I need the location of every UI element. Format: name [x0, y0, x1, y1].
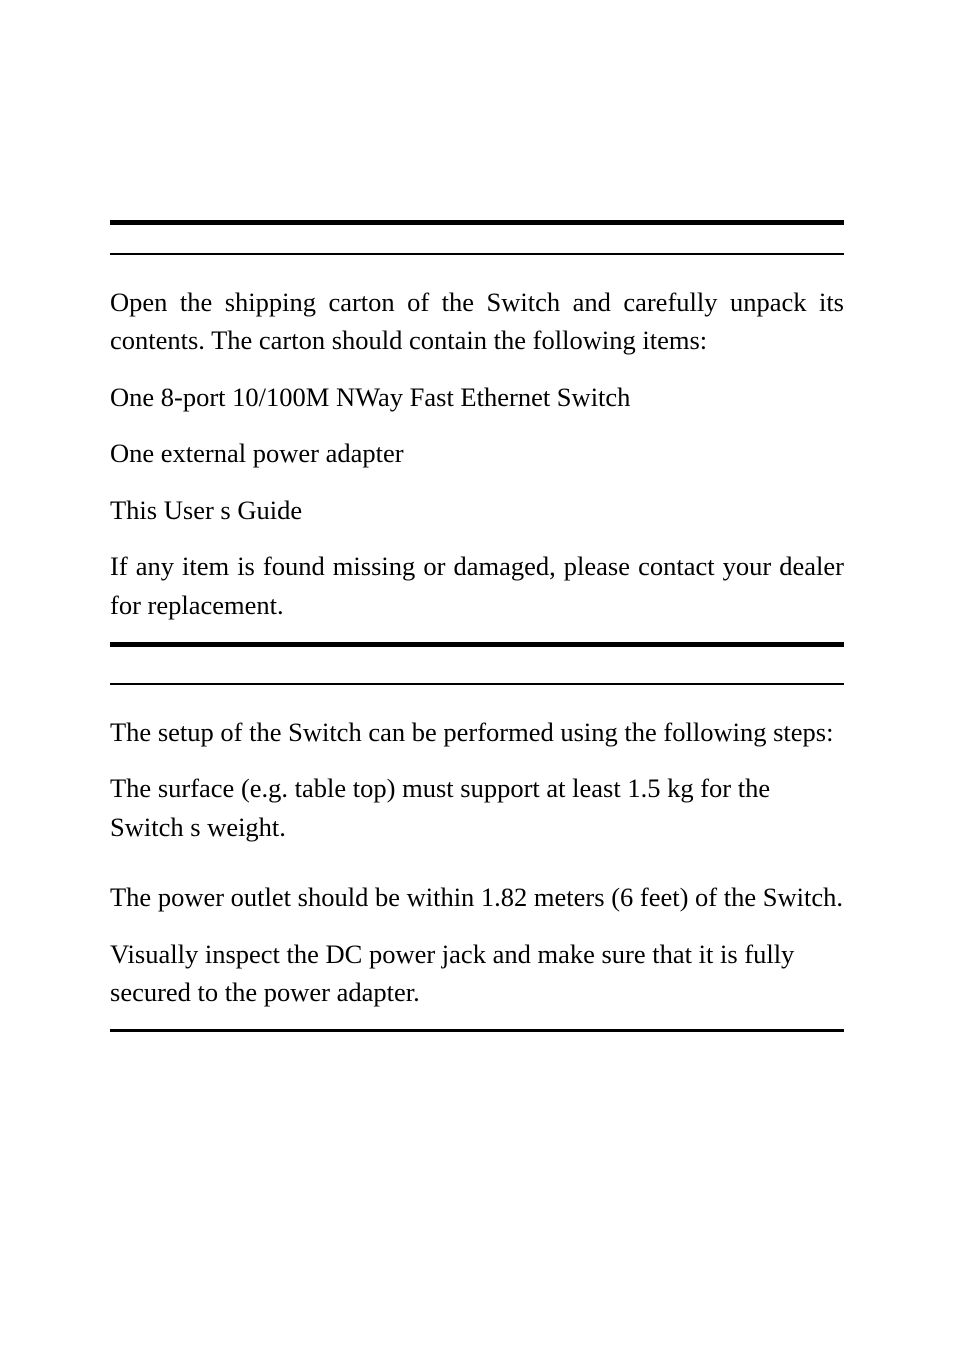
- setup-step-outlet: The power outlet should be within 1.82 m…: [110, 878, 844, 916]
- section-divider-thin: [110, 253, 844, 255]
- section-divider-thin-2: [110, 683, 844, 685]
- section-divider-thick-2: [110, 642, 844, 647]
- setup-intro-paragraph: The setup of the Switch can be performed…: [110, 713, 844, 751]
- setup-step-inspect: Visually inspect the DC power jack and m…: [110, 935, 844, 1012]
- unpack-intro-paragraph: Open the shipping carton of the Switch a…: [110, 283, 844, 360]
- bottom-divider: [110, 1029, 844, 1032]
- missing-items-paragraph: If any item is found missing or damaged,…: [110, 547, 844, 624]
- package-item-guide: This User s Guide: [110, 491, 844, 529]
- package-item-switch: One 8-port 10/100M NWay Fast Ethernet Sw…: [110, 378, 844, 416]
- package-item-adapter: One external power adapter: [110, 434, 844, 472]
- setup-step-surface: The surface (e.g. table top) must suppor…: [110, 769, 844, 846]
- spacing-gap: [110, 864, 844, 878]
- section-divider-thick: [110, 220, 844, 225]
